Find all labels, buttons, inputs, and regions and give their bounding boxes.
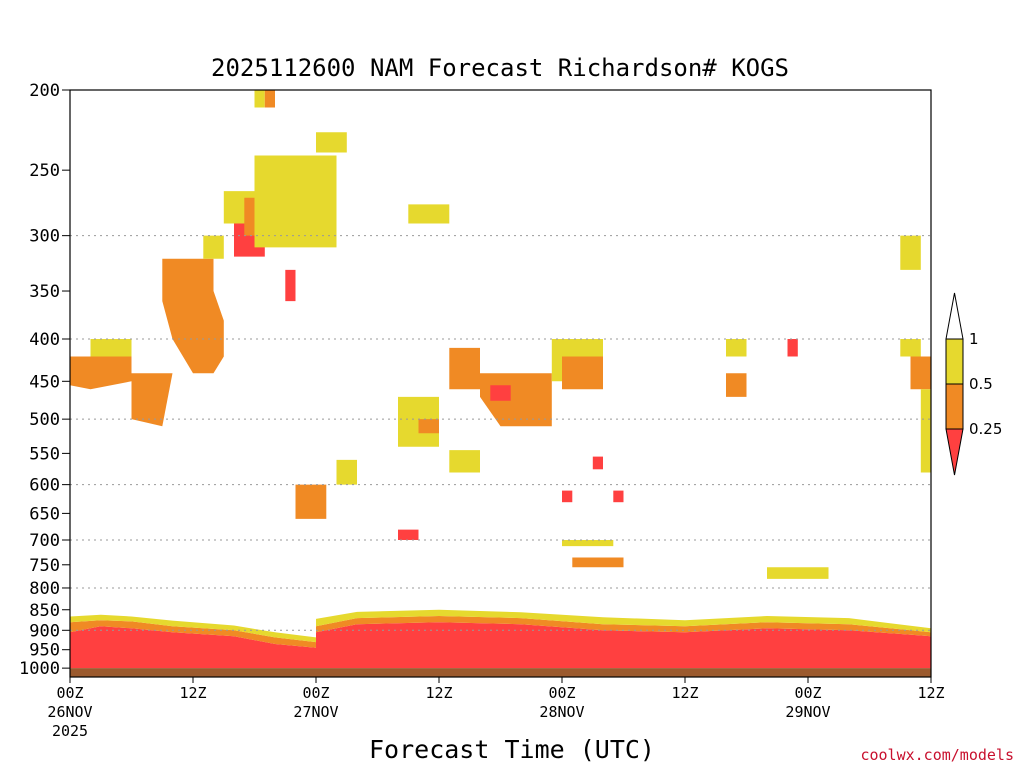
ri-region-yellow-32 [900,339,921,357]
ri-region-red-36 [398,529,419,540]
ri-region-orange-22 [449,347,480,390]
ri-region-yellow-35 [900,235,921,270]
ri-region-yellow-15 [254,90,265,108]
ri-region-yellow-5 [70,614,316,643]
ri-region-red-1 [70,626,316,669]
y-tick-label-500: 500 [29,410,60,430]
ri-region-orange-3 [70,620,316,648]
colorbar-label-2: 0.25 [969,420,1002,438]
y-tick-label-900: 900 [29,621,60,641]
colorbar-bin-yellow [945,338,964,385]
x-tick-label-2-0: 00Z [302,684,329,702]
colorbar: 1 0.5 0.25 [945,292,1002,476]
x-tick-label-2-1: 27NOV [293,703,338,721]
ri-region-orange-25 [562,356,603,390]
credit-text: coolwx.com/models [860,746,1014,764]
x-tick-label-0-0: 00Z [56,684,83,702]
ri-region-yellow-39 [767,567,829,579]
x-tick-label-3-0: 12Z [425,684,452,702]
ri-region-yellow-10 [90,339,132,357]
ri-region-orange-16 [264,90,275,108]
x-tick-label-6-0: 00Z [794,684,821,702]
y-tick-label-350: 350 [29,282,60,302]
plot-frame [69,89,932,678]
x-axis-label: Forecast Time (UTC) [369,735,655,764]
y-tick-label-750: 750 [29,556,60,576]
plot-area [69,89,932,678]
ri-region-red-40 [592,456,603,470]
y-tick-label-800: 800 [29,579,60,599]
x-tick-label-1-0: 12Z [179,684,206,702]
ri-region-yellow-4 [316,609,931,633]
x-tick-label-5-0: 12Z [671,684,698,702]
ri-region-yellow-20 [336,459,357,485]
ri-region-yellow-17 [316,132,347,153]
ri-region-red-18 [285,269,296,302]
x-tick-label-0-1: 26NOV [47,703,92,721]
ri-region-yellow-14 [254,155,337,248]
colorbar-top-arrow [945,292,964,340]
ri-region-yellow-37 [562,540,614,547]
y-tick-label-450: 450 [29,372,60,392]
x-tick-label-6-1: 29NOV [785,703,830,721]
colorbar-bottom-arrow [945,428,964,476]
ri-region-yellow-34 [920,389,931,473]
y-tick-label-950: 950 [29,641,60,661]
ri-region-orange-28 [418,419,439,434]
y-tick-label-700: 700 [29,531,60,551]
ri-region-yellow-30 [726,339,747,357]
y-tick-label-600: 600 [29,476,60,496]
ri-region-red-31 [787,339,798,357]
x-tick-label-4-1: 28NOV [539,703,584,721]
ri-region-red-41 [562,490,573,503]
ri-region-red-42 [613,490,624,503]
ri-region-red-0 [316,622,931,669]
y-tick-label-1000: 1000 [19,659,60,679]
chart-title: 2025112600 NAM Forecast Richardson# KOGS [211,54,789,82]
y-tick-label-300: 300 [29,227,60,247]
y-tick-label-250: 250 [29,161,60,181]
y-axis: 200 250 300 350 400 450 500 550 600 650 700 750 8008… [19,81,70,679]
colorbar-bin-orange [945,383,964,430]
ri-region-orange-29 [726,373,747,397]
y-tick-label-200: 200 [29,81,60,101]
y-tick-label-650: 650 [29,504,60,524]
ri-region-orange-19 [295,484,327,519]
y-tick-label-400: 400 [29,330,60,350]
x-tick-label-0-2: 2025 [52,722,88,740]
ri-region-orange-9 [131,373,173,427]
ground-band [70,668,931,677]
y-tick-label-850: 850 [29,601,60,621]
x-tick-label-7-0: 12Z [917,684,944,702]
ri-region-orange-2 [316,616,931,637]
y-tick-label-550: 550 [29,444,60,464]
ri-region-yellow-43 [449,450,480,473]
ri-region-orange-8 [70,356,132,390]
ri-region-orange-6 [162,258,224,374]
colorbar-label-0: 1 [969,330,979,348]
colorbar-label-1: 0.5 [969,375,993,393]
ri-region-yellow-21 [408,204,450,224]
ri-region-red-26 [490,385,511,401]
ri-region-yellow-11 [203,235,224,259]
ri-region-orange-33 [910,356,931,390]
ri-region-orange-38 [572,557,624,568]
x-tick-label-4-0: 00Z [548,684,575,702]
